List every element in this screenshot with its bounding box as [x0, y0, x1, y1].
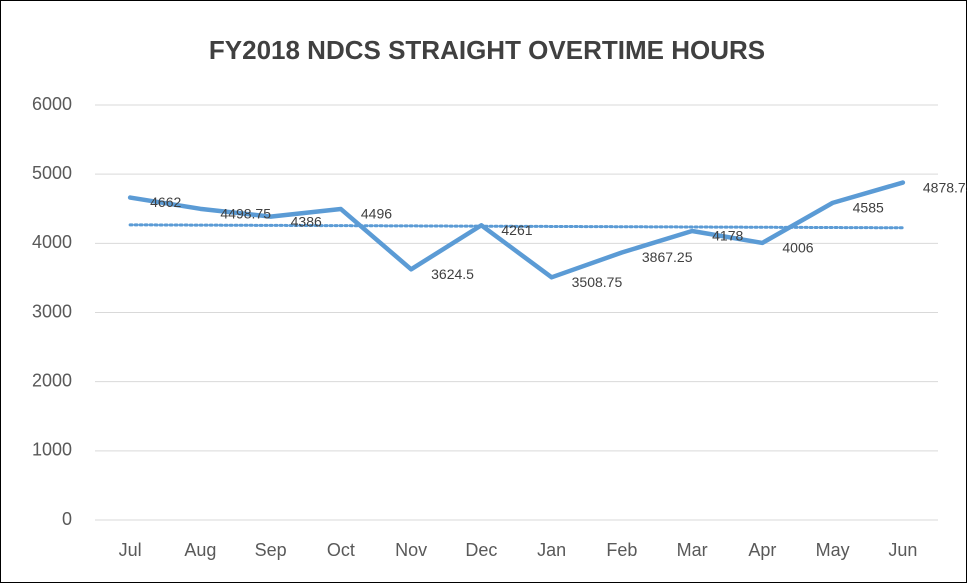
data-label: 4878.75: [923, 179, 967, 195]
y-tick-label: 2000: [32, 370, 72, 390]
data-label: 4498.75: [220, 206, 271, 222]
x-tick-label: Apr: [748, 540, 776, 560]
x-tick-label: Dec: [465, 540, 497, 560]
data-label: 3508.75: [572, 274, 623, 290]
data-label: 4006: [782, 240, 813, 256]
data-label: 4662: [150, 194, 181, 210]
y-tick-label: 0: [62, 509, 72, 529]
x-tick-label: Mar: [677, 540, 708, 560]
x-tick-label: Jan: [537, 540, 566, 560]
data-label: 4261: [501, 222, 532, 238]
data-label: 3867.25: [642, 249, 693, 265]
x-tick-label: Feb: [606, 540, 637, 560]
y-tick-label: 3000: [32, 301, 72, 321]
series-line: [127, 180, 906, 280]
data-label: 4585: [853, 200, 884, 216]
data-label: 4178: [712, 228, 743, 244]
x-tick-label: Nov: [395, 540, 427, 560]
data-label: 4386: [291, 213, 322, 229]
y-tick-label: 5000: [32, 163, 72, 183]
x-tick-label: Jun: [888, 540, 917, 560]
x-tick-label: Sep: [255, 540, 287, 560]
data-label: 3624.5: [431, 266, 474, 282]
y-tick-label: 1000: [32, 440, 72, 460]
trendline: [128, 223, 905, 230]
x-tick-label: Jul: [119, 540, 142, 560]
y-tick-label: 6000: [32, 94, 72, 114]
x-tick-label: May: [816, 540, 850, 560]
chart-title: FY2018 NDCS STRAIGHT OVERTIME HOURS: [209, 35, 765, 65]
x-tick-label: Aug: [184, 540, 216, 560]
y-tick-label: 4000: [32, 232, 72, 252]
x-tick-label: Oct: [327, 540, 355, 560]
data-label: 4496: [361, 206, 392, 222]
